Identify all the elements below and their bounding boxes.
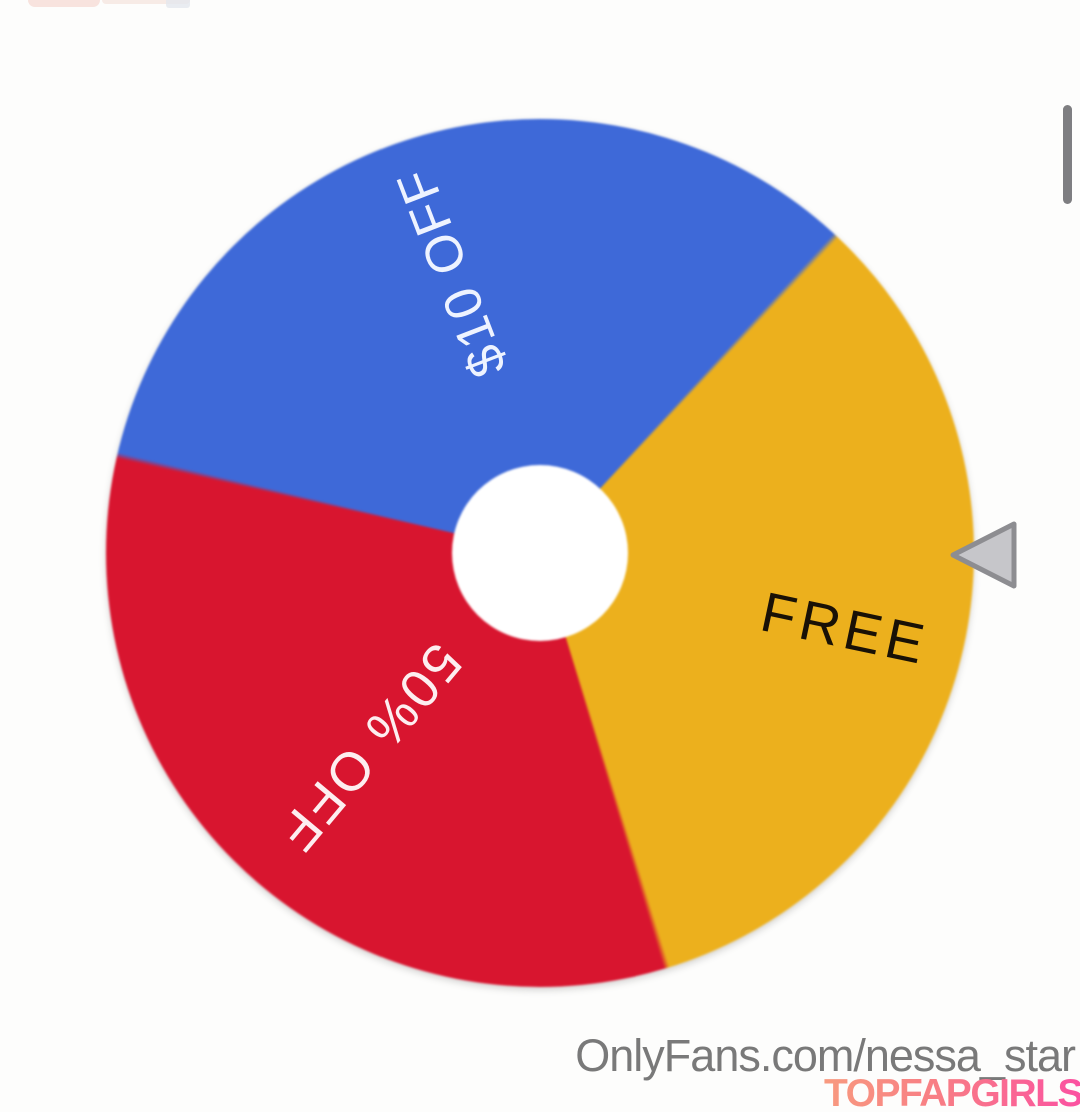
scrollbar-thumb[interactable] xyxy=(1063,105,1072,204)
topfapgirls-watermark: TOPFAPGIRLS xyxy=(824,1072,1080,1112)
wheel-disc xyxy=(106,119,974,987)
wheel-center-hub xyxy=(452,465,628,641)
top-edge-artifact xyxy=(102,0,190,4)
top-edge-artifact xyxy=(28,0,100,7)
onlyfans-handle-text: OnlyFans.com/nessa_star xyxy=(575,1030,1076,1081)
top-edge-artifact xyxy=(166,0,190,8)
prize-wheel[interactable]: $10 OFF FREE 50% OFF xyxy=(106,119,974,987)
wheel-pointer-icon xyxy=(950,521,1017,589)
